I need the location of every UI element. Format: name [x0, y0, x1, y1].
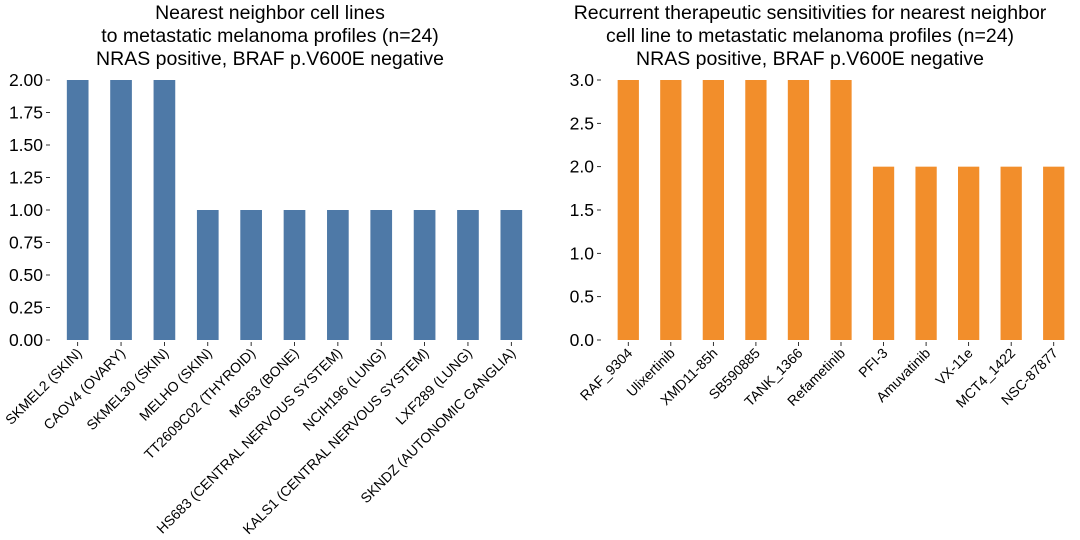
bar — [1043, 166, 1065, 340]
bar — [915, 166, 937, 340]
title-line-1: Recurrent therapeutic sensitivities for … — [573, 2, 1047, 24]
bar — [1000, 166, 1022, 340]
title-line-2: to metastatic melanoma profiles (n=24) — [101, 25, 439, 47]
bar — [617, 80, 639, 340]
bar — [370, 210, 393, 340]
y-tick-label: 0.25 — [9, 298, 43, 318]
bar-chart-therapeutics: 0.00.51.01.52.02.53.0RAF_9304Ulixertinib… — [570, 70, 1065, 411]
bar — [872, 166, 895, 340]
y-tick-label: 1.25 — [9, 168, 43, 188]
bar — [153, 80, 176, 340]
y-tick-label: 2.5 — [570, 113, 594, 133]
bar — [196, 210, 219, 340]
bar — [745, 80, 767, 340]
bar — [240, 210, 262, 340]
bar — [830, 80, 852, 340]
y-tick-label: 1.00 — [9, 200, 43, 220]
y-tick-label: 2.00 — [9, 70, 43, 90]
y-tick-label: 0.5 — [570, 287, 594, 307]
bar-chart-cell-lines: 0.00 0.25 0.50 0.75 1.00 1.25 1.50 1.75 2.00 SKME… — [2, 70, 523, 537]
title-line-3: NRAS positive, BRAF p.V600E negative — [96, 48, 444, 70]
title-line-1: Nearest neighbor cell lines — [155, 2, 385, 24]
bar — [787, 80, 810, 340]
bar — [660, 80, 682, 340]
chart-panel-right: Recurrent therapeutic sensitivities for … — [540, 0, 1080, 540]
y-tick-label: 1.75 — [9, 103, 43, 123]
x-tick-label: LXF289 (LUNG) — [392, 345, 475, 428]
y-tick-label: 1.50 — [9, 135, 43, 155]
x-tick-label: PFI-3 — [855, 345, 891, 381]
x-tick-label: RAF_9304 — [577, 345, 636, 404]
chart-title: Recurrent therapeutic sensitivities for … — [540, 2, 1080, 71]
title-line-2: cell line to metastatic melanoma profile… — [605, 25, 1015, 47]
x-tick-label: SKNDZ (AUTONOMIC GANGLIA) — [357, 345, 518, 506]
bar — [413, 210, 436, 340]
bar — [327, 210, 349, 340]
bar — [283, 210, 306, 340]
y-tick-label: 0.50 — [9, 265, 43, 285]
bar — [457, 210, 479, 340]
bar — [500, 210, 523, 340]
y-tick-label: 2.0 — [570, 157, 595, 177]
bar — [110, 80, 132, 340]
y-tick-label: 3.0 — [570, 70, 595, 90]
y-tick-label: 0.75 — [9, 233, 43, 253]
y-tick-label: 1.0 — [570, 243, 595, 263]
bar — [702, 80, 724, 340]
y-tick-label: 1.5 — [570, 200, 594, 220]
bar — [958, 166, 980, 340]
x-tick-label: SKMEL2 (SKIN) — [2, 345, 85, 428]
title-line-3: NRAS positive, BRAF p.V600E negative — [636, 48, 984, 70]
y-tick-label: 0.00 — [9, 330, 43, 350]
y-tick-label: 0.0 — [570, 330, 595, 350]
chart-panel-left: Nearest neighbor cell lines to metastati… — [0, 2, 540, 537]
chart-title: Nearest neighbor cell lines to metastati… — [0, 2, 540, 71]
bar — [66, 80, 89, 340]
